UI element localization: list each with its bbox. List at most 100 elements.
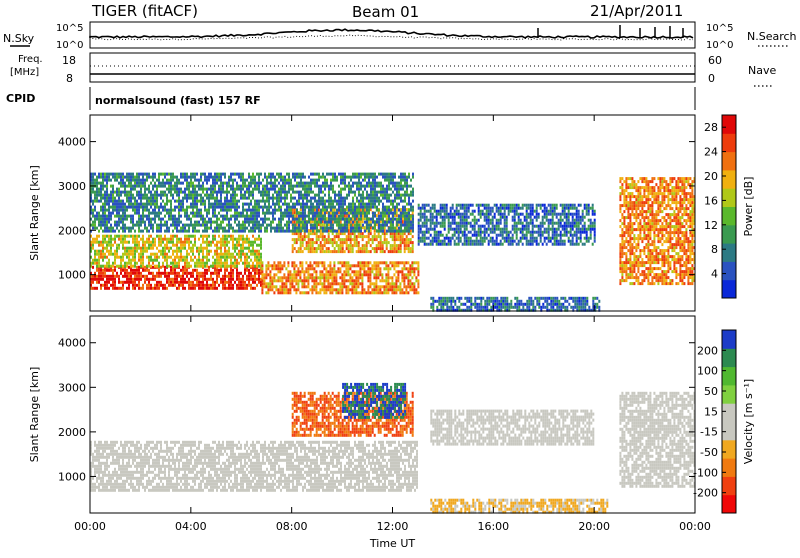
echo-cell (182, 173, 184, 176)
echo-cell (300, 176, 302, 179)
echo-cell (242, 244, 244, 247)
echo-cell (346, 235, 348, 238)
echo-cell (126, 197, 128, 200)
echo-cell (291, 285, 293, 288)
echo-cell (234, 188, 236, 191)
echo-cell (196, 179, 198, 182)
echo-cell (304, 182, 306, 185)
echo-cell (202, 250, 204, 253)
echo-cell (372, 221, 374, 224)
echo-cell (348, 221, 350, 224)
echo-cell (252, 197, 254, 200)
echo-cell (312, 203, 314, 206)
echo-cell (368, 182, 370, 185)
echo-cell (386, 230, 388, 233)
echo-cell (208, 244, 210, 247)
echo-cell (168, 212, 170, 215)
echo-cell (254, 176, 256, 179)
echo-cell (415, 279, 417, 282)
echo-cell (114, 215, 116, 218)
echo-cell (269, 282, 271, 285)
echo-cell (124, 176, 126, 179)
echo-cell (403, 267, 405, 270)
echo-cell (337, 288, 339, 291)
echo-cell (224, 244, 226, 247)
echo-cell (158, 194, 160, 197)
echo-cell (202, 203, 204, 206)
echo-cell (254, 182, 256, 185)
echo-cell (410, 238, 412, 241)
echo-cell (142, 262, 144, 265)
echo-cell (320, 241, 322, 244)
echo-cell (358, 185, 360, 188)
echo-cell (214, 262, 216, 265)
echo-cell (148, 281, 150, 284)
echo-cell (102, 179, 104, 182)
echo-cell (126, 269, 128, 272)
echo-cell (106, 269, 108, 272)
echo-cell (248, 191, 250, 194)
echo-cell (206, 215, 208, 218)
echo-cell (164, 266, 166, 269)
echo-cell (100, 209, 102, 212)
echo-cell (339, 285, 341, 288)
echo-cell (244, 215, 246, 218)
echo-cell (365, 270, 367, 273)
echo-cell (220, 256, 222, 259)
echo-cell (284, 176, 286, 179)
echo-cell (339, 261, 341, 264)
echo-cell (166, 247, 168, 250)
echo-cell (196, 272, 198, 275)
echo-cell (354, 224, 356, 227)
echo-cell (277, 270, 279, 273)
echo-cell (158, 179, 160, 182)
echo-cell (210, 241, 212, 244)
echo-cell (238, 287, 240, 290)
echo-cell (288, 191, 290, 194)
echo-cell (294, 191, 296, 194)
echo-cell (216, 244, 218, 247)
echo-cell (366, 194, 368, 197)
echo-cell (258, 253, 260, 256)
echo-cell (420, 216, 422, 219)
echo-cell (110, 224, 112, 227)
echo-cell (100, 188, 102, 191)
echo-cell (364, 197, 366, 200)
echo-cell (248, 250, 250, 253)
echo-cell (98, 244, 100, 247)
echo-cell (110, 250, 112, 253)
echo-cell (100, 218, 102, 221)
echo-cell (367, 270, 369, 273)
echo-cell (190, 256, 192, 259)
echo-cell (308, 247, 310, 250)
echo-cell (212, 191, 214, 194)
echo-cell (342, 200, 344, 203)
echo-cell (282, 191, 284, 194)
echo-cell (202, 253, 204, 256)
echo-cell (92, 182, 94, 185)
echo-cell (94, 200, 96, 203)
echo-cell (192, 275, 194, 278)
echo-cell (250, 259, 252, 262)
echo-cell (246, 179, 248, 182)
echo-cell (216, 278, 218, 281)
echo-cell (410, 227, 412, 230)
echo-cell (232, 215, 234, 218)
echo-cell (434, 237, 436, 240)
echo-cell (302, 250, 304, 253)
echo-cell (280, 200, 282, 203)
echo-cell (353, 291, 355, 294)
echo-cell (316, 194, 318, 197)
echo-cell (250, 185, 252, 188)
echo-cell (164, 250, 166, 253)
echo-cell (106, 203, 108, 206)
echo-cell (407, 291, 409, 294)
echo-cell (337, 261, 339, 264)
echo-cell (287, 276, 289, 279)
echo-cell (198, 185, 200, 188)
echo-cell (378, 215, 380, 218)
echo-cell (320, 200, 322, 203)
echo-cell (328, 215, 330, 218)
echo-cell (242, 275, 244, 278)
echo-cell (234, 238, 236, 241)
